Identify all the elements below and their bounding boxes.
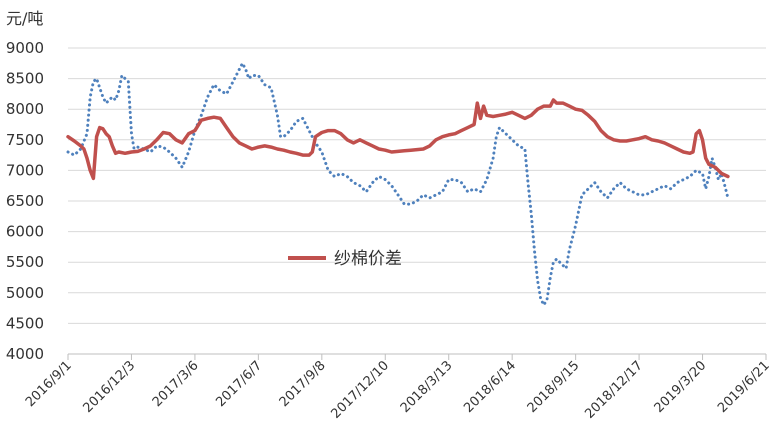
x-tick-label-11: 2019/6/21 <box>715 358 773 416</box>
series-line-dotted <box>66 61 730 307</box>
y-axis-unit-label: 元/吨 <box>6 9 43 28</box>
x-tick-label-2: 2017/3/6 <box>150 358 202 410</box>
x-tick-label-3: 2017/6/7 <box>213 358 265 410</box>
x-tick-label-1: 2016/12/3 <box>81 358 139 416</box>
y-tick-label-5500: 5500 <box>6 253 44 271</box>
x-tick-label-8: 2018/9/15 <box>525 358 583 416</box>
y-tick-label-9000: 9000 <box>6 39 44 57</box>
y-tick-label-4500: 4500 <box>6 314 44 332</box>
y-axis-ticks: 4000 4500 5000 5500 6000 6500 7000 7500 8000 8500… <box>6 39 44 363</box>
y-tick-label-5000: 5000 <box>6 284 44 302</box>
y-tick-label-6000: 6000 <box>6 223 44 241</box>
x-tick-label-5: 2017/12/10 <box>329 358 393 422</box>
y-tick-label-7500: 7500 <box>6 131 44 149</box>
x-tick-label-6: 2018/3/13 <box>398 358 456 416</box>
y-tick-label-7000: 7000 <box>6 161 44 179</box>
x-tick-label-10: 2019/3/20 <box>652 358 710 416</box>
x-axis-ticks: 2016/9/1 2016/12/3 2017/3/6 2017/6/7 2017/9/… <box>23 354 773 422</box>
y-tick-label-6500: 6500 <box>6 192 44 210</box>
x-tick-label-4: 2017/9/8 <box>277 358 329 410</box>
x-tick-label-9: 2018/12/17 <box>582 358 646 422</box>
series-group <box>66 61 730 307</box>
y-tick-label-4000: 4000 <box>6 345 44 363</box>
series-line-spread <box>66 98 730 181</box>
legend: 纱棉价差 <box>288 249 402 269</box>
y-tick-label-8000: 8000 <box>6 100 44 118</box>
legend-label-spread: 纱棉价差 <box>334 249 402 269</box>
x-tick-label-7: 2018/6/14 <box>461 358 519 416</box>
x-tick-label-0: 2016/9/1 <box>23 358 75 410</box>
y-tick-label-8500: 8500 <box>6 70 44 88</box>
